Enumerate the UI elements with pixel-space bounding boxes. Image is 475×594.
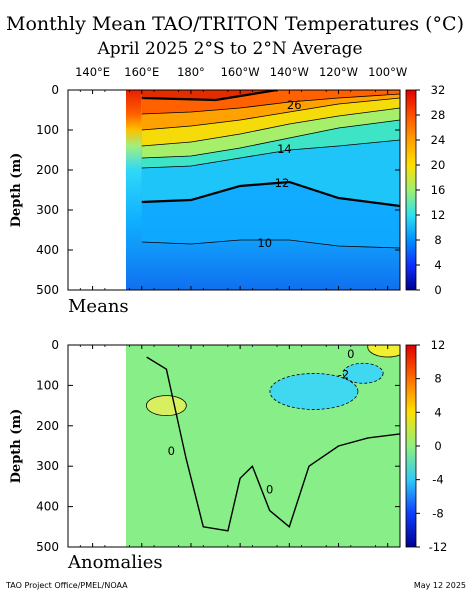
anomalies-y-axis-title: Depth (m): [9, 409, 24, 484]
colorbar-tick-label: 4: [434, 405, 441, 419]
colorbar-tick-label: 16: [431, 183, 446, 197]
colorbar-tick-label: 4: [434, 258, 441, 272]
isotherm-line: [141, 90, 278, 102]
x-tick-label: 120°W: [319, 65, 358, 79]
x-tick-label: 180°: [177, 65, 205, 79]
anomalies-panel-label: Anomalies: [67, 552, 163, 573]
anomaly-cool-region: [269, 373, 359, 410]
anomalies-colorbar: [405, 344, 417, 548]
isotherm-line: [141, 139, 400, 169]
contour-label: 14: [277, 142, 292, 156]
colorbar-tick-label: 12: [431, 338, 446, 352]
footer-credit: TAO Project Office/PMEL/NOAA: [5, 581, 128, 590]
isotherm-line: [141, 93, 400, 115]
colorbar-tick-label: 0: [434, 283, 441, 297]
y-tick-label: 300: [36, 459, 59, 473]
chart-subtitle: April 2025 2°S to 2°N Average: [96, 39, 362, 59]
colorbar-tick-label: 0: [434, 439, 441, 453]
footer-date: May 12 2025: [414, 581, 466, 590]
contour-label: -2: [338, 367, 349, 381]
colorbar-tick-label: 20: [431, 158, 446, 172]
colorbar-tick-label: 32: [431, 83, 446, 97]
x-tick-label: 160°E: [124, 65, 159, 79]
isotherm-line: [141, 97, 400, 131]
means-y-axis-title: Depth (m): [9, 153, 24, 228]
y-tick-label: 500: [36, 540, 59, 554]
means-panel-label: Means: [68, 296, 129, 317]
colorbar-tick-label: 12: [431, 208, 446, 222]
y-tick-label: 200: [36, 163, 59, 177]
contour-label: 12: [275, 176, 290, 190]
isotherm-line: [141, 239, 400, 249]
x-tick-label: 100°W: [368, 65, 407, 79]
y-tick-label: 0: [51, 338, 59, 352]
contour-label: 0: [347, 347, 354, 361]
isotherm-band: [141, 90, 277, 100]
anomaly-warm-region: [145, 395, 187, 417]
contour-label: 10: [257, 236, 272, 250]
anomaly-cool-region: [342, 362, 384, 384]
isotherm-line: [141, 107, 400, 147]
x-tick-label: 140°E: [75, 65, 110, 79]
y-tick-label: 100: [36, 378, 59, 392]
means-colorbar: [405, 89, 417, 291]
colorbar-tick-label: -8: [432, 506, 443, 520]
y-tick-label: 200: [36, 419, 59, 433]
chart-title: Monthly Mean TAO/TRITON Temperatures (°C…: [6, 13, 464, 35]
y-tick-label: 400: [36, 500, 59, 514]
means-panel: 140°E 160°E 180° 160°W 140°W 120°W 100°W 01002…: [9, 65, 445, 317]
y-tick-label: 400: [36, 243, 59, 257]
isotherm-line: [141, 119, 400, 159]
colorbar-tick-label: 24: [431, 133, 446, 147]
colorbar-tick-label: 28: [431, 108, 446, 122]
contour-label: 0: [266, 482, 273, 496]
isotherm-line: [141, 180, 400, 208]
zero-anomaly-contour: [146, 356, 400, 532]
anomalies-panel: 0 100 200 300 400 500 0 0 -2 0 Depth (m) Anomali…: [9, 338, 448, 573]
colorbar-tick-label: -4: [432, 473, 443, 487]
contour-label: 0: [168, 444, 175, 458]
anomaly-warm-region: [367, 345, 400, 358]
x-tick-label: 160°W: [221, 65, 260, 79]
y-tick-label: 0: [51, 83, 59, 97]
colorbar-tick-label: -12: [429, 540, 448, 554]
x-tick-label: 140°W: [270, 65, 309, 79]
y-tick-label: 100: [36, 123, 59, 137]
colorbar-tick-label: 8: [434, 372, 441, 386]
colorbar-tick-label: 8: [434, 233, 441, 247]
y-tick-label: 500: [36, 283, 59, 297]
y-tick-label: 300: [36, 203, 59, 217]
contour-label: 26: [287, 98, 302, 112]
